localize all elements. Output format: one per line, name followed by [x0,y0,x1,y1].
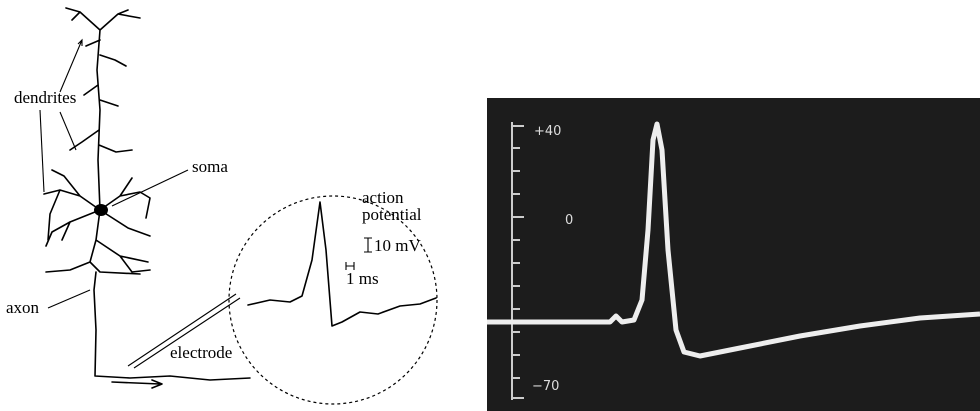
label: axon [6,298,40,317]
electrode [127,293,241,369]
label: 10 mV [374,236,421,255]
scope-label: 0 [565,213,573,228]
apical-dendrite [65,7,141,211]
dendrite-pointer [59,111,77,151]
label: potential [362,205,422,224]
soma-pointer [111,169,189,207]
label: action [362,188,404,207]
scope-label: +40 [534,124,561,139]
axon-arrow [111,379,163,389]
dendrite-pointer [59,38,83,93]
label: electrode [170,343,232,362]
time-scale-bar [345,262,355,270]
scope-axis [511,122,524,400]
oscilloscope-screen [487,98,980,411]
action-potential-trace [247,201,437,327]
label: soma [192,157,228,176]
basal-dendrites [43,169,151,275]
label: dendrites [14,88,76,107]
dendrite-pointer [39,109,45,193]
magnifier-circle [228,195,438,405]
label: 1 ms [346,269,379,288]
voltage-scale-bar [364,237,372,253]
scope-trace [487,121,980,359]
soma-body [94,204,108,216]
neuron [39,7,438,405]
scope-label: −70 [532,379,559,394]
axon-pointer [47,289,91,309]
axon-line [93,271,251,381]
